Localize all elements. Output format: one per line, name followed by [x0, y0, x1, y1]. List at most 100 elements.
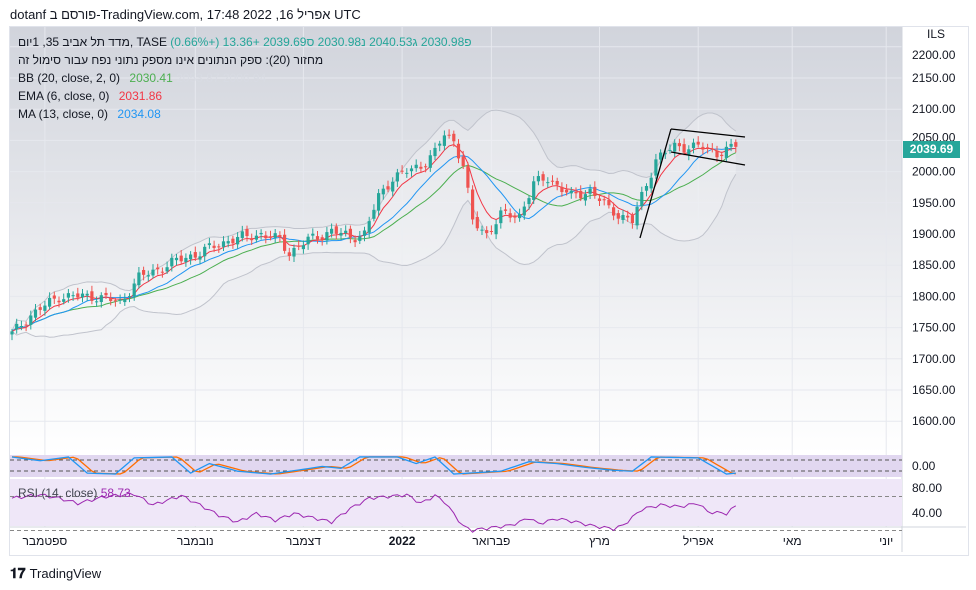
candle-body — [710, 148, 714, 150]
candle-body — [301, 245, 305, 250]
candle-body — [555, 180, 559, 185]
time-tick-label: מרץ — [589, 534, 610, 548]
candle-body — [377, 193, 381, 211]
price-tick-label: 1750.00 — [912, 321, 956, 335]
candle-body — [691, 142, 696, 149]
stoch-k-line — [11, 456, 736, 475]
candle-body — [565, 189, 569, 193]
ema-value: 2031.86 — [118, 89, 163, 103]
candle-body — [724, 146, 728, 158]
candle-body — [513, 215, 517, 218]
legend-bb[interactable]: BB (20, close, 2, 0) 2030.41 2053.87 200… — [18, 71, 266, 85]
candle-body — [414, 164, 418, 169]
legend-rsi[interactable]: RSI (14, close) 58.73 — [18, 486, 131, 500]
price-tick-label: 2000.00 — [912, 165, 956, 179]
candle-body — [179, 255, 183, 262]
price-tick-label: 2100.00 — [912, 102, 956, 116]
bb-basis-line — [11, 152, 737, 332]
candle-body — [607, 199, 611, 206]
candle-body — [626, 215, 630, 218]
candle-body — [330, 228, 334, 234]
candle-body — [682, 144, 686, 153]
candle-body — [433, 147, 437, 157]
candle-body — [424, 166, 428, 168]
rsi-tick-label: 40.00 — [912, 506, 942, 520]
candle-body — [212, 245, 216, 248]
candle-body — [372, 209, 376, 219]
candle-body — [391, 181, 395, 192]
legend-ma[interactable]: MA (13, close, 0) 2034.08 — [18, 107, 161, 121]
candle-body — [574, 191, 578, 194]
candle-body — [217, 246, 221, 248]
candle-body — [720, 154, 724, 157]
legend-ema[interactable]: EMA (6, close, 0) 2031.86 — [18, 89, 162, 103]
candle-body — [358, 236, 362, 241]
ema-label: EMA (6, close, 0) — [18, 89, 110, 103]
candle-body — [193, 252, 197, 258]
candle-body — [593, 186, 597, 196]
candle-body — [438, 143, 442, 146]
time-tick-label: 2022 — [389, 534, 416, 548]
candle-body — [706, 147, 710, 149]
candle-body — [489, 231, 493, 233]
bb-label: BB (20, close, 2, 0) — [18, 71, 121, 85]
tradingview-logo[interactable]: 𝟏𝟕 TradingView — [10, 565, 101, 582]
time-tick-label: יוני — [879, 534, 893, 548]
chart-title: dotanf פורסם ב-TradingView.com, 17:48 20… — [10, 7, 361, 22]
candle-body — [494, 224, 498, 235]
candle-body — [90, 291, 94, 301]
last-price-badge: 2039.69 — [903, 141, 960, 158]
candle-body — [339, 232, 343, 236]
candle-body — [250, 238, 254, 241]
candle-body — [311, 233, 315, 236]
candle-body — [95, 301, 99, 303]
candle-body — [127, 296, 132, 298]
candle-body — [485, 230, 489, 234]
trend-line — [639, 128, 672, 239]
flag-lower-line — [670, 151, 746, 166]
rsi-value: 58.73 — [100, 486, 131, 500]
bb-fill — [12, 110, 736, 338]
candle-body — [499, 210, 503, 224]
candle-body — [560, 186, 564, 193]
candle-body — [597, 198, 602, 201]
candle-body — [419, 166, 423, 169]
rsi-tick-label: 80.00 — [912, 481, 942, 495]
time-tick-label: נובמבר — [177, 534, 214, 548]
candle-body — [644, 185, 649, 191]
candle-body — [536, 176, 540, 182]
price-tick-label: 1600.00 — [912, 414, 956, 428]
candle-body — [456, 143, 461, 159]
candle-body — [268, 236, 273, 238]
candle-body — [550, 180, 555, 182]
candle-body — [283, 234, 287, 251]
bb-upper: 2053.87 — [176, 71, 220, 85]
candle-body — [10, 331, 14, 335]
candle-body — [734, 142, 738, 147]
candle-body — [52, 295, 56, 299]
candle-body — [132, 283, 136, 297]
candle-body — [452, 133, 456, 142]
flag-upper-line — [670, 128, 746, 138]
candle-body — [386, 186, 390, 190]
candle-body — [254, 235, 258, 240]
candle-body — [480, 229, 484, 231]
candle-body — [649, 177, 653, 189]
candle-body — [508, 213, 512, 218]
candle-body — [673, 142, 677, 152]
price-tick-label: 2050.00 — [912, 130, 956, 144]
candle-body — [165, 267, 169, 272]
candle-body — [15, 323, 19, 330]
candle-body — [240, 231, 244, 238]
rsi-pane — [10, 479, 902, 526]
candle-body — [701, 146, 705, 150]
candle-body — [19, 326, 23, 328]
candle-body — [367, 221, 371, 233]
candle-body — [76, 293, 80, 298]
candle-body — [588, 188, 592, 194]
stoch-tick-label: 0.00 — [912, 459, 936, 473]
candle-body — [24, 324, 28, 326]
candle-body — [654, 159, 658, 176]
price-tick-label: 1700.00 — [912, 352, 956, 366]
